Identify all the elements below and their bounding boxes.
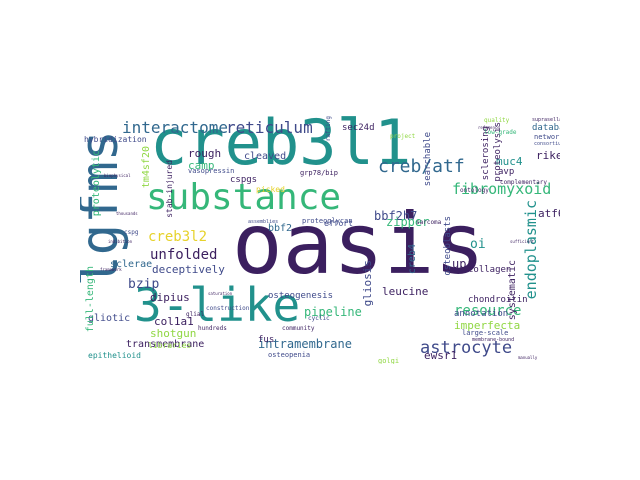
word-inhibition: inhibition	[108, 239, 133, 244]
word-oasis: oasis	[232, 195, 485, 293]
word-searchable: searchable	[423, 132, 433, 187]
word-leucine: leucine	[382, 285, 429, 298]
word-consortium: consortium	[534, 141, 560, 147]
word-framework: framework	[100, 267, 122, 272]
word-creb3l1: creb3l1	[150, 116, 412, 179]
word-col1a1: col1a1	[154, 315, 194, 328]
word-bbf2: bbf2	[268, 223, 293, 234]
word-manually: manually	[518, 355, 538, 360]
word-fibromyxoid: fibromyxoid	[452, 180, 552, 198]
word-atf6: atf6	[538, 207, 560, 220]
word-ontology: ontology	[460, 187, 489, 194]
word-database: database	[532, 123, 560, 133]
word-quality: quality	[484, 117, 510, 124]
word-osteoblasts: osteoblasts	[443, 216, 453, 276]
word-oi: oi	[470, 237, 486, 252]
word-bbf2h7: bbf2h7	[374, 209, 418, 223]
word-stab-injured: stab-injured	[165, 160, 174, 218]
word-hybridization: hybridization	[84, 135, 147, 144]
word-proteolytic: proteolytic	[91, 150, 102, 217]
word-camp: camp	[188, 159, 215, 172]
word-hundreds: hundreds	[198, 325, 227, 332]
word-pipeline: pipeline	[304, 305, 362, 319]
word-reticulum: reticulum	[226, 118, 313, 137]
word-cloud: creb3l1 oasis lgfms 3-like substance cre…	[80, 116, 560, 364]
word-substance: substance	[146, 177, 342, 218]
word-astrocyte: astrocyte	[420, 338, 513, 358]
word-endoplasmic: endoplasmic	[522, 200, 540, 300]
word-fus: fus	[258, 335, 275, 345]
word-chondroitin: chondroitin	[468, 295, 528, 305]
word-complementary: complementary	[500, 179, 547, 186]
word-membrane-bound: membrane-bound	[472, 337, 515, 343]
word-sufficient: sufficient	[510, 239, 535, 244]
word-creb-atf: creb/atf	[378, 156, 465, 177]
word-avp: avp	[498, 167, 515, 177]
word-project: project	[390, 133, 416, 140]
word-interactome: interactome	[122, 118, 228, 137]
word-full-length: full-length	[85, 266, 96, 333]
word-sarcoma: sarcoma	[416, 219, 442, 226]
word-transmembrane: transmembrane	[126, 339, 205, 350]
word-3-like: 3-like	[134, 278, 301, 332]
word-picked: picked	[256, 185, 285, 194]
word-sec24d: sec24d	[342, 123, 375, 133]
word-golgi: golgi	[378, 357, 400, 365]
word-resource: resource	[454, 303, 522, 319]
word-rough: rough	[188, 147, 222, 160]
word-effort: effort	[324, 219, 353, 228]
word-zipper: zipper	[386, 215, 430, 229]
word-thousands: thousands	[116, 211, 138, 216]
word-construction: construction	[206, 305, 250, 312]
word-rafting: rafting	[325, 116, 332, 142]
word-osteogenesis: osteogenesis	[268, 291, 334, 301]
word-suprasellar: suprasellar	[532, 117, 560, 123]
word-collagen: collagen	[468, 265, 512, 275]
word-glial: glial	[186, 311, 205, 318]
word-networks: networks	[534, 133, 560, 141]
word-deceptively: deceptively	[152, 263, 225, 276]
word-creb4: creb4	[407, 244, 418, 275]
word-libraries: libraries	[148, 341, 192, 350]
word-ewsr1: ewsr1	[424, 349, 458, 362]
word-dipius: dipius	[150, 291, 190, 304]
word-vasopressin: vasopressin	[188, 167, 235, 175]
word-osteopenia: osteopenia	[268, 351, 311, 359]
word-assemblies: assemblies	[248, 219, 279, 225]
word-imperfecta: imperfecta	[454, 319, 521, 332]
word-gliosis: gliosis	[361, 260, 374, 307]
word-creb3l2: creb3l2	[148, 229, 208, 245]
word-annotation: annotation	[454, 309, 509, 319]
word-saturation: saturation	[208, 291, 233, 296]
word-cspgs: cspgs	[230, 175, 258, 185]
word-community: community	[282, 325, 315, 332]
word-grp78-bip: grp78/bip	[300, 169, 338, 177]
word-riken: riken	[536, 149, 560, 162]
word-intramembrane: intramembrane	[258, 337, 352, 351]
word-bzip: bzip	[128, 277, 160, 292]
word-tm4sf20: tm4sf20	[141, 146, 152, 189]
word-sclerae: sclerae	[110, 259, 153, 270]
word-gliotic: gliotic	[88, 313, 131, 324]
word-proteoglycan: proteoglycan	[302, 217, 353, 225]
word-cyclic: cyclic	[308, 315, 330, 322]
word-cleaved: cleaved	[244, 151, 287, 162]
word-unfolded: unfolded	[150, 247, 218, 263]
word-epithelioid: epithelioid	[88, 351, 141, 360]
word-reference: reference	[478, 125, 500, 130]
word-biophysical: biophysical	[104, 173, 131, 178]
word-cspg: cspg	[124, 229, 139, 236]
word-large-scale: large-scale	[462, 329, 509, 337]
word-low-grade: low-grade	[484, 129, 517, 136]
word-muc4: muc4	[496, 155, 523, 168]
word-upr: upr	[452, 257, 474, 271]
word-shotgun: shotgun	[150, 327, 197, 340]
